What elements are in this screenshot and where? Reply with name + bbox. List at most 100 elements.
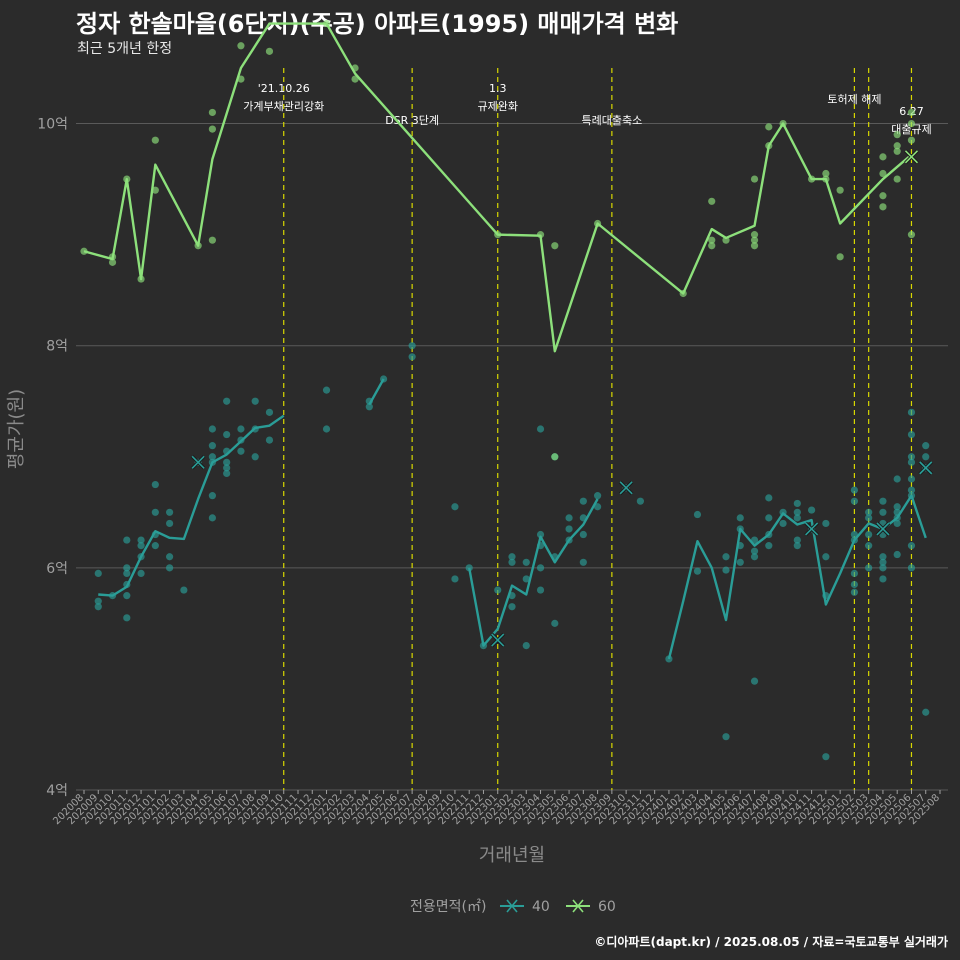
- data-point: [750, 231, 759, 239]
- data-point: [223, 397, 231, 405]
- data-point: [765, 542, 773, 550]
- data-point: [922, 442, 930, 450]
- data-point: [137, 536, 145, 544]
- data-point: [907, 564, 916, 572]
- data-point: [123, 536, 131, 544]
- data-point: [508, 558, 516, 566]
- data-point: [594, 503, 602, 511]
- event-label: '21.10.26: [258, 82, 310, 95]
- data-point: [765, 123, 773, 131]
- data-point: [265, 47, 274, 55]
- data-point: [850, 588, 859, 596]
- data-point: [836, 253, 844, 261]
- data-point: [536, 564, 545, 572]
- data-point: [237, 447, 245, 455]
- data-point: [94, 603, 102, 611]
- data-point: [722, 553, 730, 561]
- data-point: [223, 458, 231, 466]
- series-line: [468, 498, 599, 647]
- data-point: [522, 642, 530, 650]
- event-label: 가계부채관리강화: [243, 100, 324, 113]
- cross-mark: [804, 521, 819, 537]
- data-point: [123, 564, 131, 572]
- data-point: [322, 386, 331, 394]
- data-point: [166, 553, 174, 561]
- data-point: [879, 497, 887, 505]
- cross-mark-stroke: [919, 461, 933, 475]
- data-point: [208, 236, 216, 244]
- data-point: [793, 514, 801, 522]
- data-point: [850, 569, 859, 578]
- legend-swatch-cross: [572, 899, 584, 913]
- data-point: [408, 353, 416, 361]
- data-point: [822, 753, 830, 761]
- event-label: 1.3: [489, 82, 507, 95]
- data-point: [693, 510, 702, 519]
- data-point: [865, 514, 873, 522]
- data-point: [508, 553, 516, 561]
- data-point: [208, 125, 216, 133]
- data-point: [108, 258, 117, 266]
- data-point: [208, 492, 216, 500]
- data-point: [665, 655, 673, 663]
- data-point: [237, 425, 245, 433]
- data-point: [750, 236, 759, 244]
- data-point: [536, 530, 545, 539]
- data-point: [94, 597, 102, 605]
- data-point: [208, 453, 216, 461]
- data-point: [907, 136, 916, 144]
- data-point: [208, 514, 216, 522]
- series-line: [83, 22, 913, 353]
- y-tick-label: 8억: [46, 339, 68, 355]
- data-point: [907, 408, 916, 416]
- data-point: [850, 486, 859, 494]
- data-point: [208, 108, 216, 117]
- data-point: [879, 508, 887, 516]
- cross-mark-stroke: [876, 522, 890, 536]
- y-tick-label: 4억: [46, 783, 68, 799]
- data-point: [907, 119, 916, 128]
- data-point: [708, 242, 716, 250]
- data-point: [237, 42, 245, 50]
- y-axis-label: 평균가(원): [6, 389, 27, 469]
- data-point: [879, 169, 887, 178]
- data-point: [879, 153, 887, 161]
- data-point: [94, 569, 102, 578]
- data-point: [922, 708, 930, 716]
- data-point: [408, 342, 416, 350]
- legend-label: 60: [598, 899, 616, 915]
- data-point: [793, 536, 801, 544]
- data-point: [137, 569, 145, 578]
- event-label: 규제완화: [477, 100, 517, 113]
- data-point: [808, 506, 816, 514]
- data-point: [365, 403, 373, 411]
- cross-mark: [618, 480, 634, 496]
- data-point: [922, 453, 930, 461]
- data-point: [893, 503, 901, 511]
- data-point: [893, 131, 901, 139]
- data-point: [765, 494, 773, 502]
- data-point: [223, 469, 231, 478]
- x-axis-label: 거래년월: [479, 845, 545, 866]
- data-point: [551, 619, 559, 627]
- event-label: 토허제 해제: [827, 92, 881, 106]
- data-point: [907, 453, 916, 461]
- data-point: [123, 614, 131, 622]
- data-point: [166, 508, 174, 516]
- data-point: [893, 519, 901, 528]
- data-point: [822, 169, 830, 178]
- data-point: [793, 542, 801, 550]
- data-point: [166, 519, 174, 528]
- cross-mark: [875, 521, 891, 537]
- data-point: [893, 550, 901, 559]
- data-point: [750, 175, 759, 183]
- data-point: [750, 547, 759, 555]
- data-point: [579, 530, 587, 539]
- data-point: [879, 558, 887, 566]
- y-tick-label: 6억: [46, 561, 68, 577]
- data-point: [208, 425, 216, 433]
- data-point: [879, 192, 887, 200]
- cross-mark: [918, 460, 933, 476]
- data-point: [865, 508, 873, 516]
